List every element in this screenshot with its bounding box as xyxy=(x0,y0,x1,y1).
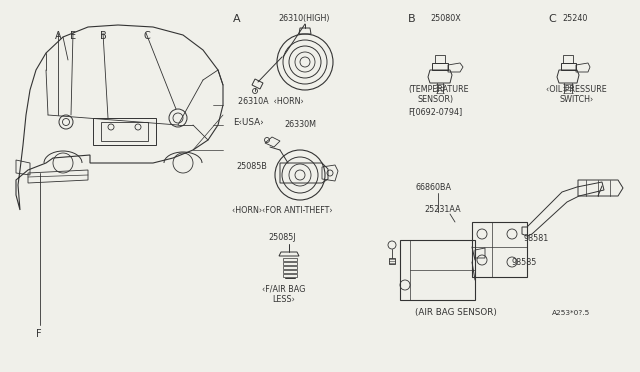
Text: 25240: 25240 xyxy=(562,14,588,23)
Text: 26310A  ‹HORN›: 26310A ‹HORN› xyxy=(238,97,303,106)
Text: LESS›: LESS› xyxy=(272,295,295,304)
Text: 26310(HIGH): 26310(HIGH) xyxy=(278,14,330,23)
Text: SWITCH›: SWITCH› xyxy=(560,95,594,104)
Text: E‹USA›: E‹USA› xyxy=(233,118,264,127)
Text: B: B xyxy=(408,14,415,24)
Text: 26330M: 26330M xyxy=(284,120,316,129)
Text: 25080X: 25080X xyxy=(430,14,461,23)
Text: E: E xyxy=(70,31,76,41)
Text: 66860BA: 66860BA xyxy=(415,183,451,192)
Text: ‹HORN›‹FOR ANTI-THEFT›: ‹HORN›‹FOR ANTI-THEFT› xyxy=(232,206,333,215)
Text: 98585: 98585 xyxy=(512,258,538,267)
Text: C: C xyxy=(144,31,151,41)
Text: 25231AA: 25231AA xyxy=(424,205,461,214)
Text: ‹OIL PRESSURE: ‹OIL PRESSURE xyxy=(546,85,607,94)
Text: SENSOR): SENSOR) xyxy=(418,95,454,104)
Text: (TEMPERATURE: (TEMPERATURE xyxy=(408,85,468,94)
Text: (AIR BAG SENSOR): (AIR BAG SENSOR) xyxy=(415,308,497,317)
Text: 25085B: 25085B xyxy=(236,162,267,171)
Text: C: C xyxy=(548,14,556,24)
Text: 98581: 98581 xyxy=(524,234,549,243)
Text: F: F xyxy=(36,329,42,339)
Text: 25085J: 25085J xyxy=(268,233,296,242)
Text: ‹F/AIR BAG: ‹F/AIR BAG xyxy=(262,285,305,294)
Text: A253*0?.5: A253*0?.5 xyxy=(552,310,590,316)
Text: A: A xyxy=(233,14,241,24)
Text: B: B xyxy=(100,31,107,41)
Text: A: A xyxy=(55,31,61,41)
Text: F[0692-0794]: F[0692-0794] xyxy=(408,107,462,116)
